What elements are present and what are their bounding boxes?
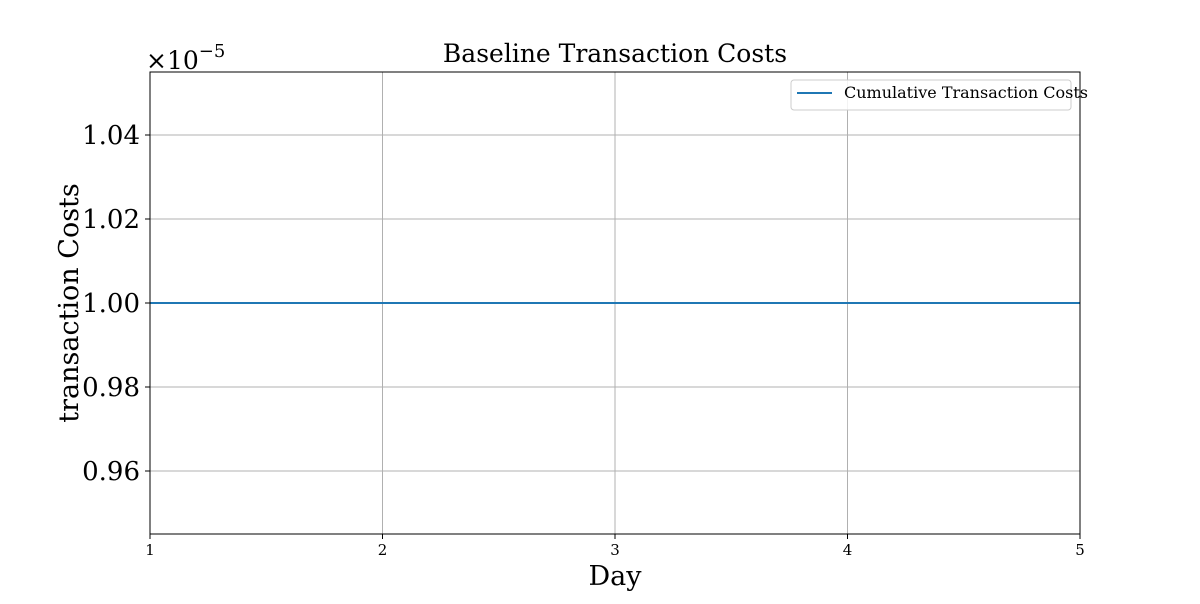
y-tick-label: 1.04 xyxy=(82,121,140,151)
y-axis-label: transaction Costs xyxy=(54,183,85,423)
y-offset-base: ×10 xyxy=(146,46,199,75)
x-tick-label: 4 xyxy=(843,541,853,559)
x-axis-label: Day xyxy=(589,561,643,592)
legend: Cumulative Transaction Costs xyxy=(790,79,1088,111)
x-tick-label: 1 xyxy=(145,541,155,559)
legend-label: Cumulative Transaction Costs xyxy=(844,83,1088,102)
y-offset-label: ×10−5 xyxy=(146,41,225,75)
x-tick-label: 3 xyxy=(610,541,620,559)
x-tick-label: 2 xyxy=(378,541,388,559)
tick-layer: 1 2 3 4 5 0.96 0.98 1.00 1.02 1.04 xyxy=(82,121,1085,559)
x-tick-label: 5 xyxy=(1075,541,1085,559)
legend-box xyxy=(790,79,1072,111)
y-tick-label: 0.96 xyxy=(82,457,140,487)
y-tick-label: 1.02 xyxy=(82,205,140,235)
chart-title: Baseline Transaction Costs xyxy=(443,39,787,68)
y-offset-exponent: −5 xyxy=(199,41,226,62)
y-tick-label: 1.00 xyxy=(82,289,140,319)
y-tick-label: 0.98 xyxy=(82,373,140,403)
